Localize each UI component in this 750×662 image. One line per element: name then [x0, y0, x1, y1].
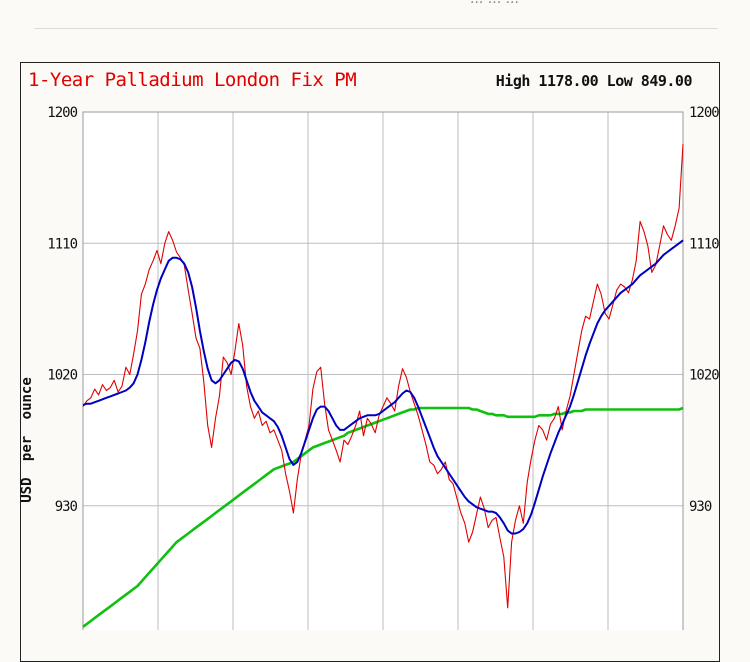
series-line-ma-long [82, 406, 684, 628]
y-tick-label-left: 930 [55, 499, 78, 515]
chart-title: 1-Year Palladium London Fix PM [28, 69, 357, 91]
high-low-label: High 1178.00 Low 849.00 [495, 72, 693, 90]
y-tick-label-right: 930 [689, 499, 712, 515]
y-axis-label: USD per ounce [19, 377, 35, 503]
y-tick-label-right: 1110 [689, 236, 719, 252]
page-top-text: ... ... ... [470, 0, 519, 7]
series-line-ma-short [82, 239, 684, 535]
page-divider [34, 28, 718, 29]
plot-border [82, 111, 684, 630]
chart-plot: 120012001110111010201020930930840840 [47, 105, 720, 630]
y-tick-label-left: 1200 [47, 105, 77, 121]
y-tick-label-right: 1200 [689, 105, 719, 121]
y-tick-label-left: 1020 [47, 368, 77, 384]
y-tick-label-left: 1110 [47, 236, 77, 252]
y-tick-label-right: 1020 [689, 368, 719, 384]
